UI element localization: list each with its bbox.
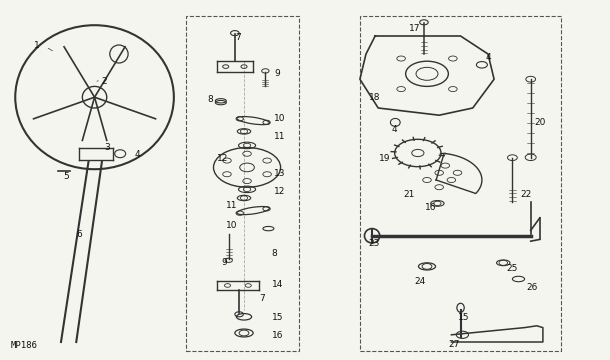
- Text: 20: 20: [534, 118, 545, 127]
- Text: 7: 7: [235, 33, 241, 42]
- Text: 12: 12: [274, 187, 285, 196]
- Text: 16: 16: [425, 202, 436, 212]
- Text: 3: 3: [104, 143, 110, 152]
- Text: 25: 25: [507, 264, 518, 273]
- Text: 4: 4: [485, 53, 491, 62]
- Text: 8: 8: [207, 95, 213, 104]
- Text: 6: 6: [76, 230, 82, 239]
- Text: 27: 27: [449, 341, 460, 349]
- Text: 8: 8: [271, 249, 278, 258]
- Text: 4: 4: [391, 125, 397, 134]
- Text: 9: 9: [221, 258, 228, 267]
- Text: 16: 16: [272, 331, 283, 340]
- Text: 24: 24: [414, 277, 425, 286]
- Text: 22: 22: [520, 190, 531, 199]
- Text: 12: 12: [217, 154, 228, 163]
- Text: 2: 2: [101, 77, 107, 86]
- Text: 21: 21: [403, 190, 414, 199]
- Text: 14: 14: [272, 280, 283, 289]
- Text: 11: 11: [226, 201, 237, 210]
- Text: 17: 17: [409, 24, 420, 33]
- Text: 15: 15: [272, 313, 283, 322]
- Text: 11: 11: [274, 132, 285, 141]
- Text: 9: 9: [274, 69, 281, 78]
- Text: 10: 10: [274, 114, 285, 123]
- Text: 26: 26: [526, 283, 537, 292]
- Text: 13: 13: [274, 169, 285, 178]
- Text: 19: 19: [379, 154, 390, 163]
- Text: 5: 5: [63, 172, 69, 181]
- Text: 10: 10: [226, 220, 237, 230]
- Text: 7: 7: [259, 294, 265, 302]
- Text: 1: 1: [34, 41, 40, 50]
- Text: 18: 18: [369, 93, 380, 102]
- Text: MP186: MP186: [11, 341, 38, 350]
- Text: 15: 15: [458, 313, 469, 322]
- Text: 4: 4: [134, 150, 140, 159]
- Text: 23: 23: [369, 239, 380, 248]
